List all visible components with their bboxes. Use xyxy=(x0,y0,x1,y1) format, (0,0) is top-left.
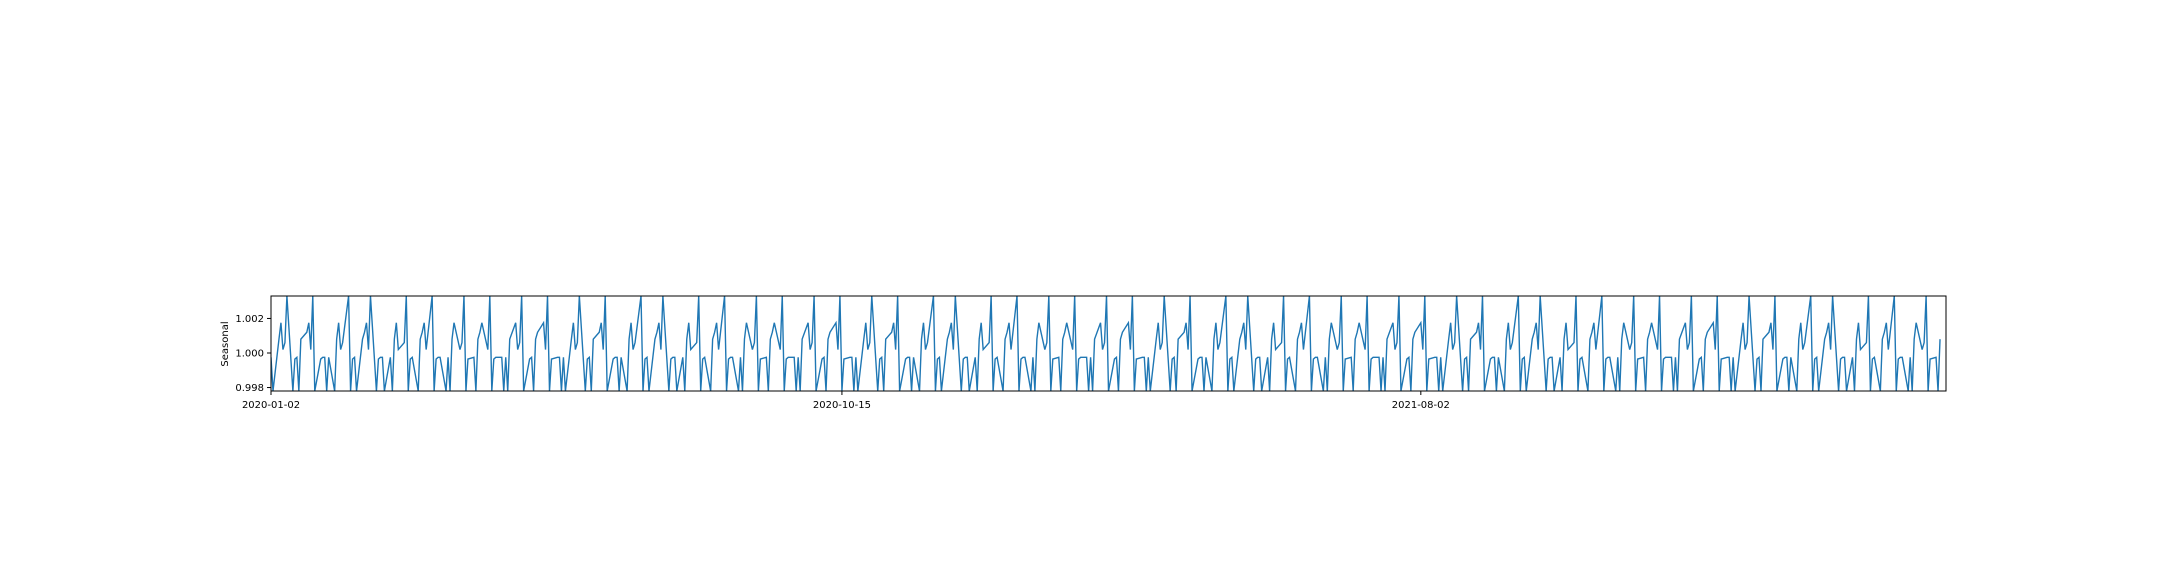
seasonal-series-line xyxy=(271,296,1941,391)
axes: 2020-01-02 2020-10-15 2021-08-02 0.998 1.000… xyxy=(235,295,1947,411)
y-tick-label: 0.998 xyxy=(235,383,264,394)
y-axis-label: Seasonal xyxy=(220,321,231,366)
plot-frame xyxy=(270,295,1947,392)
y-tick-label: 1.000 xyxy=(235,349,264,360)
plot-area xyxy=(271,296,1941,391)
y-tick-label: 1.002 xyxy=(235,314,264,325)
x-tick-label: 2021-08-02 xyxy=(1392,400,1450,411)
x-tick-label: 2020-01-02 xyxy=(242,400,300,411)
x-tick-label: 2020-10-15 xyxy=(813,400,871,411)
